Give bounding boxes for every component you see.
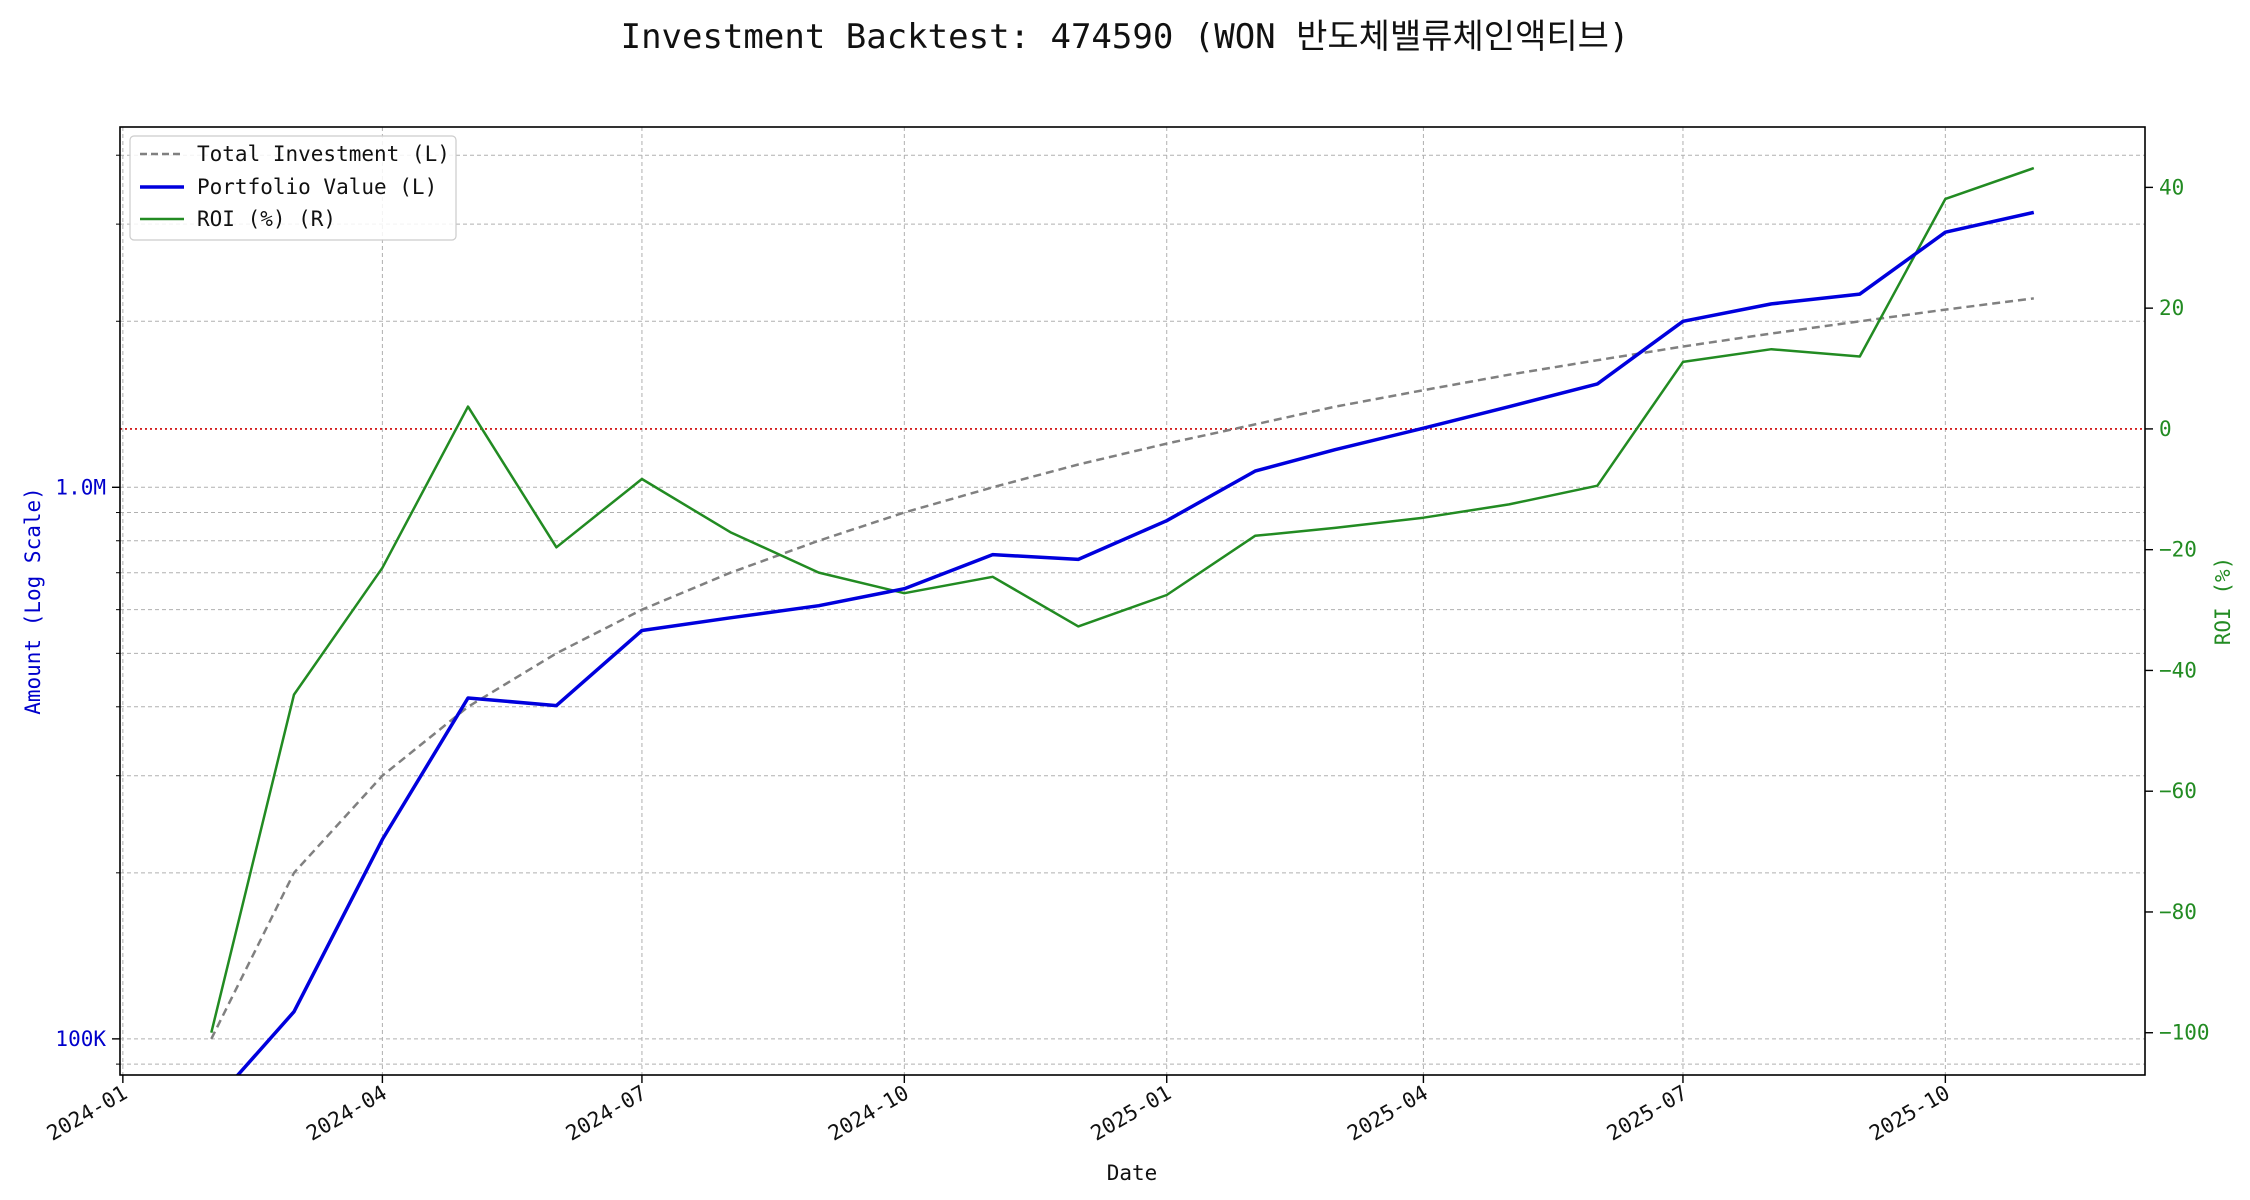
grid: [120, 127, 2145, 1075]
right-axis-label: ROI (%): [2211, 557, 2235, 646]
series-lines: [210, 166, 2035, 1075]
right-tick-label-0: −100: [2159, 1021, 2210, 1045]
plot-frame: [119, 126, 2146, 1076]
legend: Total Investment (L) Portfolio Value (L)…: [129, 135, 457, 241]
x-tick-label-6: 2025-07: [1603, 1081, 1692, 1146]
x-tick-label-2: 2024-07: [562, 1081, 651, 1146]
left-tick-label-1: 1.0M: [55, 475, 106, 499]
right-tick-label-1: −80: [2159, 900, 2197, 924]
legend-label-total-investment: Total Investment (L): [197, 142, 450, 166]
legend-label-portfolio-value: Portfolio Value (L): [197, 175, 437, 199]
x-tick-label-4: 2025-01: [1087, 1081, 1176, 1146]
right-tick-label-5: 0: [2159, 417, 2172, 441]
x-tick-label-3: 2024-10: [824, 1081, 913, 1146]
total-investment-line: [210, 297, 2034, 1040]
left-axis-ticks: 100K 1.0M: [55, 154, 120, 1065]
chart-title: Investment Backtest: 474590 (WON 반도체밸류체인…: [621, 17, 1630, 57]
x-tick-label-0: 2024-01: [43, 1081, 132, 1146]
legend-box: [129, 135, 457, 241]
x-axis-ticks: 2024-01 2024-04 2024-07 2024-10 2025-01 2025-…: [43, 1075, 1954, 1146]
right-tick-label-6: 20: [2159, 296, 2184, 320]
x-axis-label: Date: [1107, 1161, 1158, 1185]
x-tick-label-5: 2025-04: [1343, 1081, 1432, 1146]
left-axis-label: Amount (Log Scale): [21, 487, 45, 715]
right-axis-ticks: −100 −80 −60 −40 −20 0 20 40: [2145, 175, 2210, 1045]
roi-line: [210, 166, 2035, 1033]
right-tick-label-7: 40: [2159, 175, 2184, 199]
right-tick-label-4: −20: [2159, 538, 2197, 562]
left-tick-label-0: 100K: [55, 1027, 106, 1051]
legend-label-roi: ROI (%) (R): [197, 207, 336, 231]
x-tick-label-1: 2024-04: [302, 1081, 391, 1146]
portfolio-value-line: [235, 210, 2035, 1075]
right-tick-label-2: −60: [2159, 779, 2197, 803]
x-tick-label-7: 2025-10: [1865, 1081, 1954, 1146]
right-tick-label-3: −40: [2159, 658, 2197, 682]
